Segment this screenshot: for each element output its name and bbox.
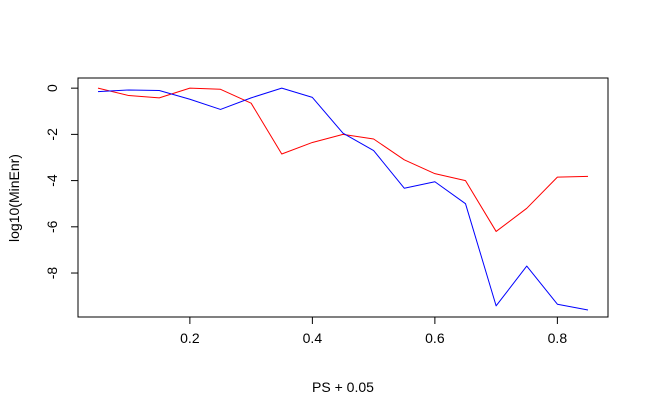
series-line-1 [97, 87, 589, 232]
x-axis-label: PS + 0.05 [312, 379, 374, 395]
y-axis-label: log10(MinEnr) [6, 154, 22, 242]
plot-frame [77, 77, 609, 318]
y-tick-label: -6 [44, 220, 60, 233]
series-layer [97, 87, 589, 311]
y-tick-label: -4 [44, 174, 60, 187]
y-tick-label: -8 [44, 267, 60, 280]
x-tick-label: 0.6 [425, 330, 445, 346]
x-axis: 0.2 0.4 0.6 0.8 [180, 317, 567, 346]
x-tick-label: 0.4 [303, 330, 323, 346]
x-tick-label: 0.2 [180, 330, 200, 346]
y-tick-label: 0 [44, 84, 60, 92]
x-tick-label: 0.8 [548, 330, 568, 346]
series-line-2 [97, 87, 589, 311]
y-axis: 0 -2 -4 -6 -8 [44, 84, 78, 279]
y-tick-label: -2 [44, 128, 60, 141]
